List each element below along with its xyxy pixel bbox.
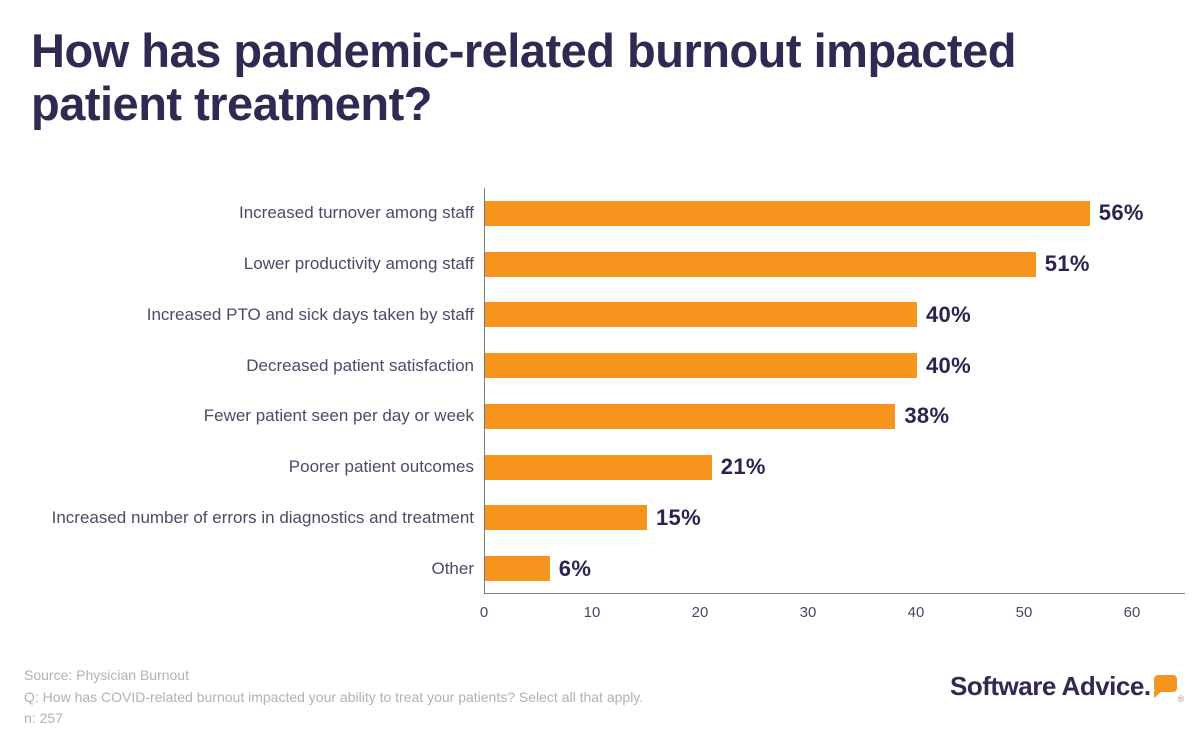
- x-axis-tick-label: 20: [691, 604, 709, 621]
- page-title-line1: How has pandemic-related burnout impacte…: [31, 24, 1016, 77]
- plot-area: 56% 51% 40% 40% 38% 21% 15% 6%: [484, 188, 1185, 594]
- chart-footnote: Source: Physician Burnout Q: How has COV…: [24, 665, 643, 730]
- value-label: 15%: [656, 504, 701, 530]
- category-label: Increased turnover among staff: [239, 203, 474, 223]
- x-axis-tick-label: 0: [479, 604, 489, 621]
- value-label: 40%: [926, 301, 971, 327]
- category-label: Poorer patient outcomes: [288, 457, 474, 477]
- value-label: 21%: [720, 454, 766, 480]
- bar: [485, 454, 712, 480]
- x-axis-tick-label: 50: [1015, 604, 1033, 621]
- category-label: Lower productivity among staff: [243, 254, 474, 274]
- bar: [485, 556, 550, 582]
- question-note: Q: How has COVID-related burnout impacte…: [24, 688, 644, 705]
- category-label: Increased PTO and sick days taken by sta…: [146, 304, 474, 324]
- bar: [485, 302, 917, 328]
- bar: [485, 200, 1090, 226]
- value-label: 51%: [1044, 251, 1090, 277]
- logo-text: Software Advice.: [950, 671, 1151, 701]
- x-axis-tick-label: 40: [907, 604, 925, 621]
- category-label: Decreased patient satisfaction: [246, 355, 474, 375]
- value-label: 56%: [1098, 200, 1144, 226]
- bar-chart: 56% 51% 40% 40% 38% 21% 15% 6% Increased turnov…: [0, 188, 1200, 633]
- bar: [485, 353, 917, 379]
- x-axis-tick-label: 10: [583, 604, 601, 621]
- software-advice-logo: Software Advice. ®: [950, 672, 1184, 704]
- bar: [485, 403, 896, 429]
- bar: [485, 505, 647, 531]
- category-label: Increased number of errors in diagnostic…: [51, 507, 474, 527]
- value-label: 40%: [926, 352, 971, 378]
- value-label: 6%: [558, 555, 592, 581]
- category-label: Fewer patient seen per day or week: [203, 406, 474, 426]
- source-note: Source: Physician Burnout: [24, 667, 189, 683]
- speech-bubble-icon: [1153, 675, 1177, 698]
- x-axis-tick-label: 60: [1123, 604, 1141, 621]
- value-label: 38%: [904, 403, 950, 429]
- x-axis-tick-label: 30: [799, 604, 817, 621]
- bar: [485, 251, 1036, 277]
- category-label: Other: [431, 558, 474, 578]
- page-title: How has pandemic-related burnout impacte…: [31, 24, 1171, 130]
- registered-mark: ®: [1177, 694, 1185, 704]
- sample-size-note: n: 257: [24, 710, 63, 726]
- page-title-line2: patient treatment?: [31, 77, 433, 130]
